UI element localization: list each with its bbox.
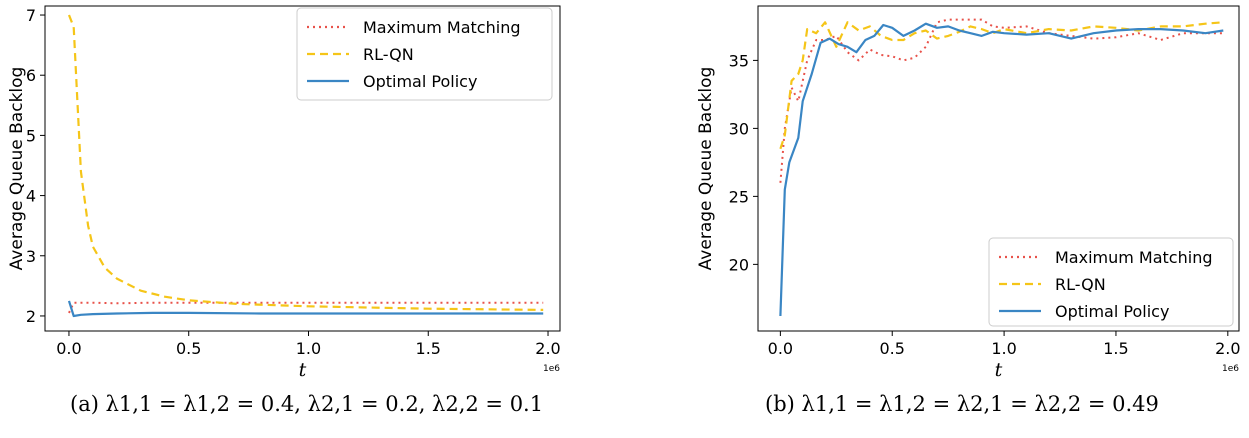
caption-b-tag: (b) bbox=[765, 392, 795, 416]
legend: Maximum Matching RL-QN Optimal Policy bbox=[988, 237, 1234, 327]
x-tick-label: 1.5 bbox=[1103, 339, 1128, 358]
legend-label-maximum-matching: Maximum Matching bbox=[1055, 248, 1212, 267]
x-tick-label: 0.0 bbox=[56, 339, 81, 358]
legend-box bbox=[296, 7, 553, 101]
y-tick-label: 2 bbox=[26, 307, 36, 326]
x-tick-label: 2.0 bbox=[535, 339, 560, 358]
x-offset-label: 1e6 bbox=[543, 364, 560, 374]
x-tick-label: 0.5 bbox=[880, 339, 905, 358]
chart-a: 0.0 0.5 1.0 1.5 2.0 2 3 4 5 6 7 1e6 t Average Queue B… bbox=[7, 5, 561, 381]
x-offset-label: 1e6 bbox=[1222, 364, 1239, 374]
y-axis-label: Average Queue Backlog bbox=[7, 67, 27, 271]
legend-box bbox=[988, 237, 1234, 327]
x-tick-label: 1.0 bbox=[296, 339, 321, 358]
y-tick-label: 30 bbox=[729, 119, 749, 138]
series-line-optimal-policy bbox=[779, 22, 1224, 317]
legend-label-maximum-matching: Maximum Matching bbox=[363, 18, 520, 37]
x-tick-label: 0.5 bbox=[176, 339, 201, 358]
x-axis-label: t bbox=[299, 359, 307, 381]
legend-label-optimal-policy: Optimal Policy bbox=[363, 72, 477, 91]
legend-label-optimal-policy: Optimal Policy bbox=[1055, 302, 1169, 321]
legend-label-rl-qn: RL-QN bbox=[1055, 275, 1106, 294]
x-axis-label: t bbox=[995, 359, 1003, 381]
y-tick-label: 6 bbox=[26, 66, 36, 85]
y-tick-label: 4 bbox=[26, 187, 36, 206]
y-tick-label: 3 bbox=[26, 247, 36, 266]
legend-label-rl-qn: RL-QN bbox=[363, 45, 414, 64]
y-axis-label: Average Queue Backlog bbox=[696, 67, 716, 271]
caption-a-math: λ1,1 = λ1,2 = 0.4, λ2,1 = 0.2, λ2,2 = 0.… bbox=[105, 392, 544, 416]
plot-frame bbox=[44, 5, 561, 332]
series-line-rl-qn bbox=[67, 14, 544, 311]
y-tick-label: 7 bbox=[26, 6, 36, 25]
series-line-rl-qn bbox=[779, 21, 1224, 150]
x-tick-label: 2.0 bbox=[1215, 339, 1240, 358]
y-tick-label: 25 bbox=[729, 187, 749, 206]
y-tick-label: 35 bbox=[729, 51, 749, 70]
series-line-maximum-matching bbox=[68, 301, 544, 314]
caption-b: (b) λ1,1 = λ1,2 = λ2,1 = λ2,2 = 0.49 bbox=[765, 392, 1159, 416]
chart-b: 0.0 0.5 1.0 1.5 2.0 20 25 30 35 1e6 t Average Queue… bbox=[696, 5, 1241, 381]
series-line-maximum-matching bbox=[779, 18, 1224, 183]
x-tick-label: 1.5 bbox=[416, 339, 441, 358]
caption-a: (a) λ1,1 = λ1,2 = 0.4, λ2,1 = 0.2, λ2,2 … bbox=[70, 392, 543, 416]
caption-b-math: λ1,1 = λ1,2 = λ2,1 = λ2,2 = 0.49 bbox=[801, 392, 1159, 416]
y-tick-label: 5 bbox=[26, 126, 36, 145]
legend: Maximum Matching RL-QN Optimal Policy bbox=[296, 7, 553, 101]
caption-a-tag: (a) bbox=[70, 392, 99, 416]
x-tick-label: 1.0 bbox=[991, 339, 1016, 358]
plot-frame bbox=[757, 5, 1240, 332]
y-tick-label: 20 bbox=[729, 255, 749, 274]
series-line-optimal-policy bbox=[67, 300, 544, 318]
x-tick-label: 0.0 bbox=[768, 339, 793, 358]
